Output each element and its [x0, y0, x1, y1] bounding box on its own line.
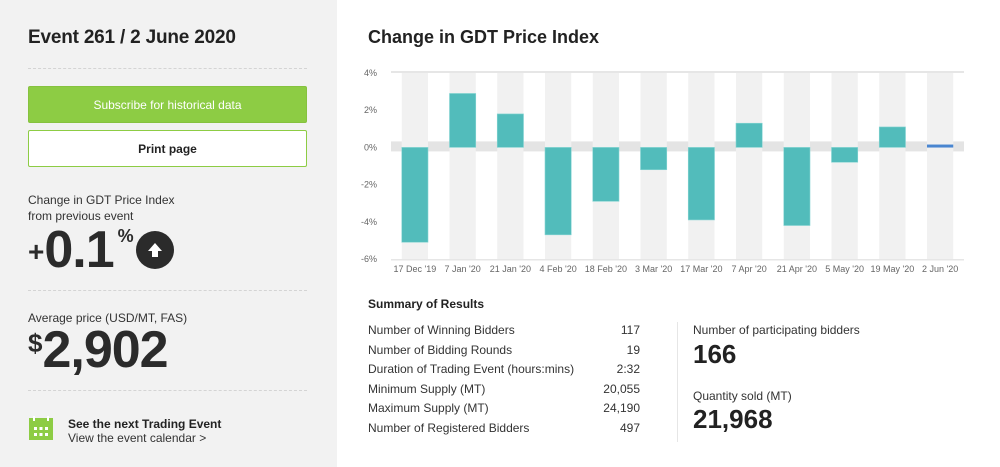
summary-title: Summary of Results [368, 297, 485, 311]
summary-table: Number of Winning Bidders 117 Number of Bi… [368, 321, 640, 438]
y-tick-label: -4% [361, 217, 377, 227]
x-tick-label: 7 Apr '20 [732, 264, 767, 274]
divider [28, 390, 307, 391]
x-tick-label: 17 Mar '20 [680, 264, 722, 274]
summary-row-value: 2:32 [616, 362, 640, 376]
bar [544, 147, 572, 236]
summary-row-value: 117 [620, 323, 640, 337]
change-label-line1: Change in GDT Price Index [28, 193, 175, 207]
bar [735, 122, 763, 148]
x-axis-line [391, 259, 964, 261]
summary-row-label: Number of Bidding Rounds [368, 342, 513, 357]
category-band [831, 73, 858, 259]
category-band [497, 73, 524, 259]
bar [687, 147, 715, 221]
event-sidebar: Event 261 / 2 June 2020 Subscribe for hi… [0, 0, 337, 467]
divider [28, 290, 307, 291]
x-tick-label: 18 Feb '20 [585, 264, 627, 274]
bar [831, 147, 859, 163]
bar [640, 147, 668, 171]
participating-bidders-value: 166 [693, 339, 737, 369]
chart-title: Change in GDT Price Index [368, 27, 600, 47]
x-tick-label: 3 Mar '20 [635, 264, 672, 274]
price-index-change: + 0.1 % [28, 222, 174, 282]
category-band [879, 73, 906, 259]
bar [783, 147, 811, 226]
avg-price-label: Average price (USD/MT, FAS) [28, 311, 188, 325]
change-sign: + [28, 236, 45, 267]
change-label: Change in GDT Price Index from previous … [28, 192, 175, 224]
x-tick-label: 4 Feb '20 [540, 264, 577, 274]
category-band [926, 73, 954, 259]
divider [28, 68, 307, 69]
participating-bidders-label: Number of participating bidders [693, 323, 860, 337]
summary-row-value: 19 [626, 342, 640, 357]
price-index-chart: 4% 2% 0% -2% -4% -6% 17 Dec '19 7 Jan '20 21 Jan… [361, 68, 964, 274]
bar [878, 126, 906, 148]
y-tick-label: 2% [364, 105, 377, 115]
y-tick-label: 0% [364, 142, 377, 152]
bar [592, 147, 620, 202]
summary-row-label: Maximum Supply (MT) [368, 401, 489, 415]
currency-symbol: $ [28, 328, 43, 358]
average-price: $ 2,902 [28, 321, 169, 379]
vertical-divider [677, 322, 678, 442]
change-unit: % [117, 226, 134, 246]
summary-row: Number of Registered Bidders 497 [368, 419, 640, 439]
print-page-button[interactable]: Print page [28, 130, 307, 167]
x-tick-label: 19 May '20 [871, 264, 915, 274]
summary-row-value: 24,190 [603, 401, 640, 415]
arrow-up-circle-icon [135, 231, 174, 269]
summary-row-label: Minimum Supply (MT) [368, 381, 486, 396]
x-tick-label: 7 Jan '20 [445, 264, 481, 274]
summary-row: Maximum Supply (MT) 24,190 [368, 399, 640, 419]
average-price-value: 2,902 [42, 321, 168, 379]
quantity-sold-label: Quantity sold (MT) [693, 389, 792, 403]
bar [449, 93, 477, 148]
subscribe-button[interactable]: Subscribe for historical data [28, 86, 307, 123]
x-tick-label: 2 Jun '20 [922, 264, 958, 274]
summary-row-value: 20,055 [603, 381, 640, 396]
x-tick-label: 21 Jan '20 [490, 264, 531, 274]
change-label-line2: from previous event [28, 209, 134, 223]
quantity-sold-value: 21,968 [693, 404, 773, 434]
zero-band [391, 141, 964, 152]
next-event-title: See the next Trading Event [68, 417, 222, 431]
y-tick-label: 4% [364, 68, 377, 78]
summary-row: Minimum Supply (MT) 20,055 [368, 380, 640, 400]
summary-row-value: 497 [619, 420, 640, 435]
summary-row: Number of Winning Bidders 117 [368, 321, 640, 341]
summary-row-label: Number of Winning Bidders [368, 323, 515, 337]
x-tick-label: 5 May '20 [825, 264, 864, 274]
summary-row: Duration of Trading Event (hours:mins) 2:… [368, 360, 640, 380]
summary-row-label: Duration of Trading Event (hours:mins) [368, 362, 575, 376]
bar [926, 144, 954, 148]
bar [401, 147, 429, 243]
y-tick-label: -2% [361, 180, 377, 190]
event-title: Event 261 / 2 June 2020 [28, 27, 236, 48]
summary-row: Number of Bidding Rounds 19 [368, 341, 640, 361]
calendar-icon [29, 416, 53, 440]
category-band [735, 73, 763, 259]
event-calendar-link[interactable]: View the event calendar > [68, 431, 207, 445]
plot-top-border [391, 71, 964, 73]
change-value: 0.1 [44, 221, 114, 279]
results-panel: Change in GDT Price Index 4% 2% 0% -2% -4% -6… [337, 0, 1000, 467]
x-tick-label: 17 Dec '19 [394, 264, 437, 274]
summary-row-label: Number of Registered Bidders [368, 420, 530, 435]
y-tick-label: -6% [361, 254, 377, 264]
bar [496, 113, 524, 148]
x-tick-label: 21 Apr '20 [777, 264, 817, 274]
